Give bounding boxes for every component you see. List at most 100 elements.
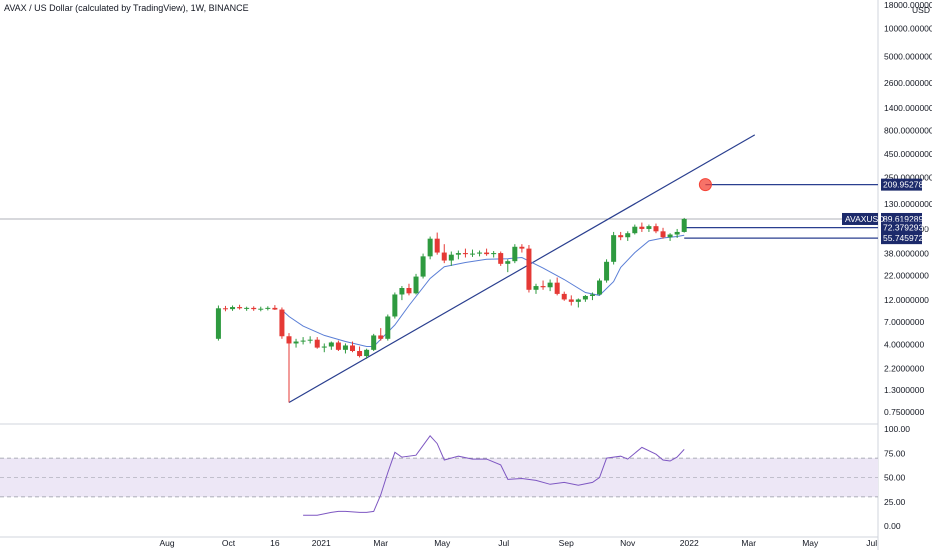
candle-body-32 xyxy=(441,252,447,261)
rsi-band xyxy=(0,458,878,497)
candle-body-0 xyxy=(215,308,221,339)
time-tick-2: 16 xyxy=(270,538,280,548)
candle-body-47 xyxy=(547,282,553,288)
candle-body-28 xyxy=(413,276,419,294)
candle-body-63 xyxy=(660,231,666,238)
candle-body-57 xyxy=(618,235,624,238)
candle-body-6 xyxy=(258,308,264,310)
candle-body-1 xyxy=(222,308,228,310)
alert-marker xyxy=(698,178,712,192)
price-tag-bg-2 xyxy=(881,221,922,234)
candle-body-55 xyxy=(604,261,610,281)
rsi-tick-2: 50.00 xyxy=(884,473,906,483)
candle-body-20 xyxy=(357,351,363,357)
price-tag-bg-0 xyxy=(881,178,922,191)
candle-body-10 xyxy=(286,336,292,344)
candle-body-24 xyxy=(385,316,391,339)
candle-body-41 xyxy=(505,261,511,264)
time-tick-8: Nov xyxy=(620,538,636,548)
candle-body-22 xyxy=(371,335,377,350)
candle-body-5 xyxy=(251,307,257,310)
candle-body-36 xyxy=(469,253,475,255)
price-tick-17: 0.7500000 xyxy=(884,407,924,417)
candle-body-8 xyxy=(272,307,278,310)
time-tick-12: Jul xyxy=(866,538,877,548)
candle-body-27 xyxy=(406,288,412,294)
candle-body-46 xyxy=(540,286,546,288)
time-tick-1: Oct xyxy=(222,538,236,548)
candle-body-42 xyxy=(512,246,518,262)
candle-body-66 xyxy=(681,218,687,232)
candle-body-16 xyxy=(328,342,334,347)
candle-body-58 xyxy=(625,233,631,238)
price-tick-7: 250.0000000 xyxy=(884,173,932,183)
symbol-tag-bg xyxy=(842,212,878,225)
chart-title: AVAX / US Dollar (calculated by TradingV… xyxy=(4,3,249,13)
rsi-tick-1: 75.00 xyxy=(884,448,906,458)
candle-body-25 xyxy=(392,294,398,317)
time-tick-0: Aug xyxy=(159,538,174,548)
candle-body-21 xyxy=(364,349,370,357)
candle-body-62 xyxy=(653,226,659,232)
price-tick-10: 38.0000000 xyxy=(884,249,929,259)
candle-body-33 xyxy=(448,254,454,261)
price-tick-5: 800.0000000 xyxy=(884,126,932,136)
candle-body-53 xyxy=(589,294,595,296)
price-tag-3: 55.7459728 xyxy=(883,233,928,243)
moving-average-line xyxy=(281,234,685,347)
candle-body-39 xyxy=(491,253,497,255)
candle-body-61 xyxy=(646,226,652,229)
candle-body-52 xyxy=(582,295,588,300)
candle-body-45 xyxy=(533,286,539,290)
candle-body-37 xyxy=(477,252,483,254)
price-tick-12: 12.0000000 xyxy=(884,295,929,305)
candle-body-14 xyxy=(314,339,320,348)
candle-body-34 xyxy=(455,253,461,255)
price-tick-15: 2.2000000 xyxy=(884,364,924,374)
candle-body-15 xyxy=(321,346,327,348)
candle-body-11 xyxy=(293,341,299,344)
candle-body-44 xyxy=(526,248,532,290)
candle-body-19 xyxy=(350,345,356,352)
candle-body-35 xyxy=(462,253,468,255)
candle-body-65 xyxy=(674,231,680,235)
candle-body-17 xyxy=(335,342,341,350)
time-tick-6: Jul xyxy=(498,538,509,548)
candle-body-31 xyxy=(434,238,440,253)
candle-body-50 xyxy=(568,299,574,302)
candle-body-59 xyxy=(632,226,638,234)
candle-body-29 xyxy=(420,256,426,277)
candle-body-48 xyxy=(554,282,560,294)
price-tick-11: 22.0000000 xyxy=(884,271,929,281)
time-tick-11: May xyxy=(802,538,819,548)
price-tag-1: 89.6192896 xyxy=(883,214,928,224)
price-tick-3: 2600.0000000 xyxy=(884,78,932,88)
price-tick-16: 1.3000000 xyxy=(884,385,924,395)
time-tick-7: Sep xyxy=(559,538,574,548)
candle-body-23 xyxy=(378,335,384,339)
price-tick-4: 1400.0000000 xyxy=(884,103,932,113)
candle-body-18 xyxy=(342,345,348,350)
candle-body-38 xyxy=(484,252,490,255)
time-tick-5: May xyxy=(434,538,451,548)
candle-body-49 xyxy=(561,293,567,300)
candle-body-4 xyxy=(244,307,250,309)
candle-body-26 xyxy=(399,288,405,295)
candle-body-54 xyxy=(597,280,603,295)
time-tick-10: Mar xyxy=(741,538,756,548)
price-tick-14: 4.0000000 xyxy=(884,339,924,349)
price-tag-bg-3 xyxy=(881,232,922,245)
rsi-line xyxy=(303,435,685,516)
price-tick-2: 5000.0000000 xyxy=(884,52,932,62)
rsi-tick-3: 25.00 xyxy=(884,497,906,507)
trendline xyxy=(288,134,756,403)
candle-body-40 xyxy=(498,253,504,264)
time-tick-4: Mar xyxy=(373,538,388,548)
rsi-tick-4: 0.00 xyxy=(884,521,901,531)
rsi-tick-0: 100.00 xyxy=(884,424,910,434)
candle-body-9 xyxy=(279,309,285,337)
candle-body-60 xyxy=(639,226,645,229)
time-tick-9: 2022 xyxy=(680,538,699,548)
price-tick-0: 18000.0000000 xyxy=(884,0,932,10)
